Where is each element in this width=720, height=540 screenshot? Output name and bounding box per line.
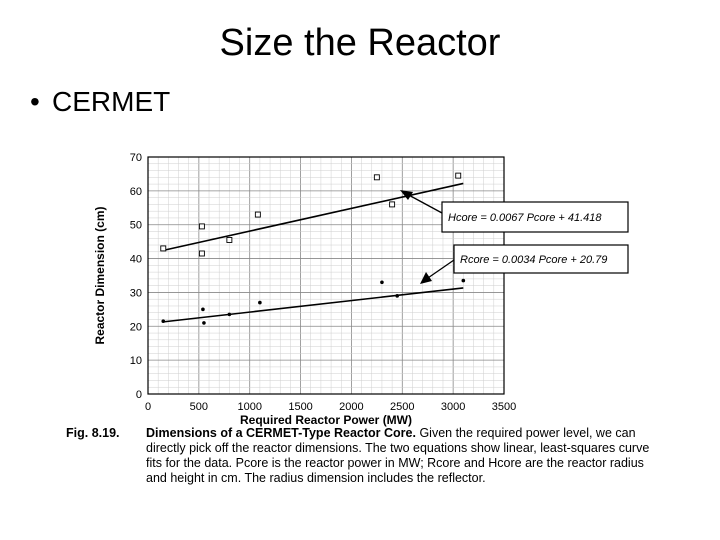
height-data-point (160, 245, 167, 252)
h-equation-box (441, 201, 629, 233)
bullet-item: • CERMET (30, 86, 170, 118)
y-axis-label: Reactor Dimension (cm) (93, 206, 107, 344)
h-arrowhead (400, 190, 413, 200)
x-tick-label: 2500 (390, 401, 414, 413)
height-data-point (198, 223, 205, 230)
figure-number: Fig. 8.19. (66, 426, 120, 440)
height-data-point (226, 236, 233, 243)
y-tick-label: 30 (130, 287, 142, 299)
height-data-point (254, 211, 261, 218)
y-tick-label: 10 (130, 355, 142, 367)
radius-data-point (395, 294, 400, 298)
radius-data-point (380, 280, 384, 285)
radius-data-point (161, 319, 166, 324)
tick-labels: 0 500 1000 1500 2000 2500 3000 3500 0 10 20 30 40 50 6… (130, 152, 516, 413)
height-data-point (455, 172, 462, 179)
chart-grid (147, 156, 505, 395)
radius-data-point (201, 307, 205, 312)
x-tick-label: 2000 (339, 401, 363, 413)
y-tick-label: 50 (130, 220, 142, 232)
y-tick-label: 0 (136, 389, 142, 401)
radius-data-point (461, 278, 466, 283)
x-tick-label: 1500 (288, 401, 312, 413)
y-tick-label: 40 (130, 254, 142, 266)
h-leader-line (404, 192, 443, 214)
r-arrowhead (420, 272, 432, 284)
h-equation-text: Hcore = 0.0067 Pcore + 41.418 (448, 212, 602, 224)
fit-line (163, 182, 464, 252)
bullet-text: CERMET (52, 86, 171, 117)
caption-body: Dimensions of a CERMET-Type Reactor Core… (146, 426, 656, 486)
r-equation-text: Rcore = 0.0034 Pcore + 20.79 (460, 254, 607, 266)
r-equation-box (453, 244, 629, 274)
y-tick-label: 70 (130, 152, 142, 164)
x-axis-label: Required Reactor Power (MW) (240, 413, 412, 427)
fit-lines (163, 182, 464, 323)
y-tick-label: 60 (130, 186, 142, 198)
y-tick-label: 20 (130, 321, 142, 333)
caption-heading: Dimensions of a CERMET-Type Reactor Core… (146, 426, 416, 440)
x-tick-label: 3500 (492, 401, 516, 413)
r-leader-line (424, 259, 455, 281)
x-tick-label: 500 (190, 401, 208, 413)
fit-line (163, 287, 464, 323)
h-equation-callout: Hcore = 0.0067 Pcore + 41.418 (400, 190, 629, 233)
slide-title: Size the Reactor (219, 22, 501, 64)
height-data-point (389, 201, 396, 208)
radius-data-point (202, 321, 206, 325)
r-equation-callout: Rcore = 0.0034 Pcore + 20.79 (420, 244, 629, 284)
x-tick-label: 1000 (237, 401, 261, 413)
bullet-dot-icon: • (30, 86, 40, 117)
plot-frame (147, 156, 505, 395)
height-data-point (198, 250, 205, 257)
caption-text: Given the required power level, we can d… (146, 426, 650, 485)
data-points (160, 172, 466, 325)
x-tick-label: 0 (145, 401, 151, 413)
radius-data-point (227, 312, 232, 317)
height-data-point (373, 174, 380, 181)
x-tick-label: 3000 (441, 401, 465, 413)
radius-data-point (258, 300, 262, 305)
